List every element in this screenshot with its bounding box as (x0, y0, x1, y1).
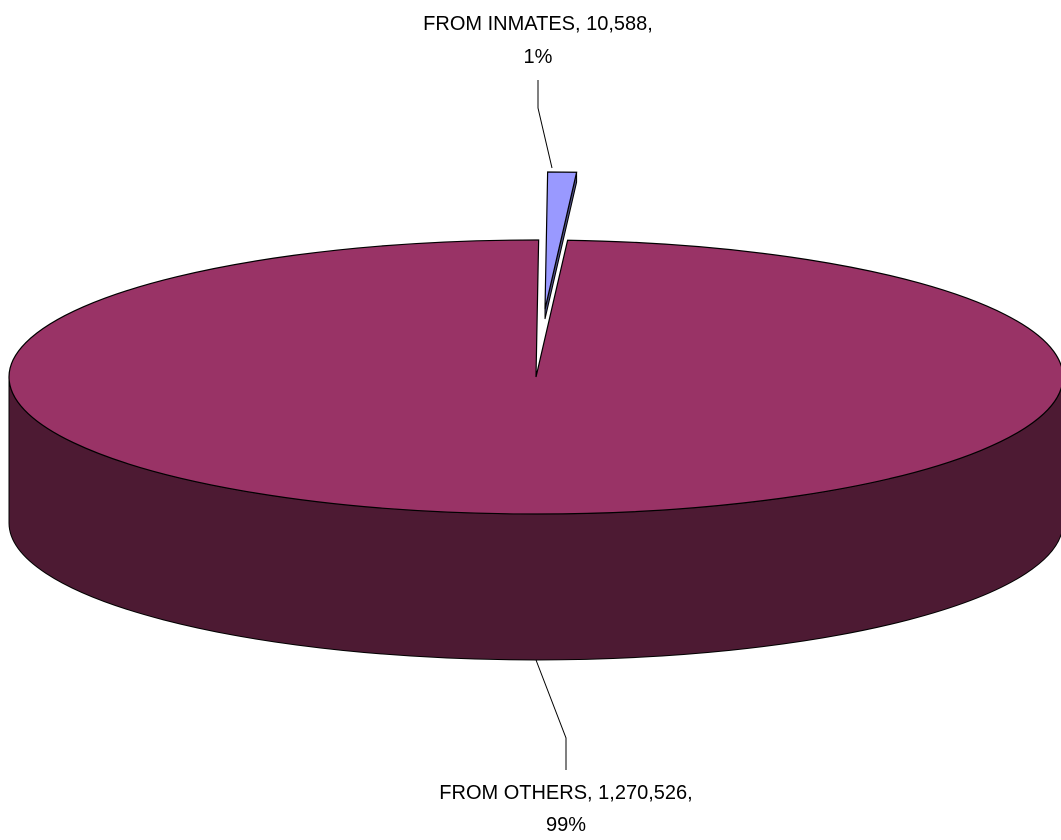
slice-label-inmates-line2: 1% (524, 46, 553, 68)
pie-slices (8, 171, 1061, 661)
slice-others-top (8, 239, 1061, 515)
slice-label-inmates-line1: FROM INMATES, 10,588, (423, 13, 653, 35)
slice-label-others-line1: FROM OTHERS, 1,270,526, (439, 782, 692, 804)
leader-lines (535, 80, 567, 770)
leader-line-others (535, 659, 567, 770)
slice-inmates-top (544, 171, 578, 310)
leader-line-inmates (537, 80, 553, 169)
slice-label-others-line2: 99% (546, 814, 586, 836)
